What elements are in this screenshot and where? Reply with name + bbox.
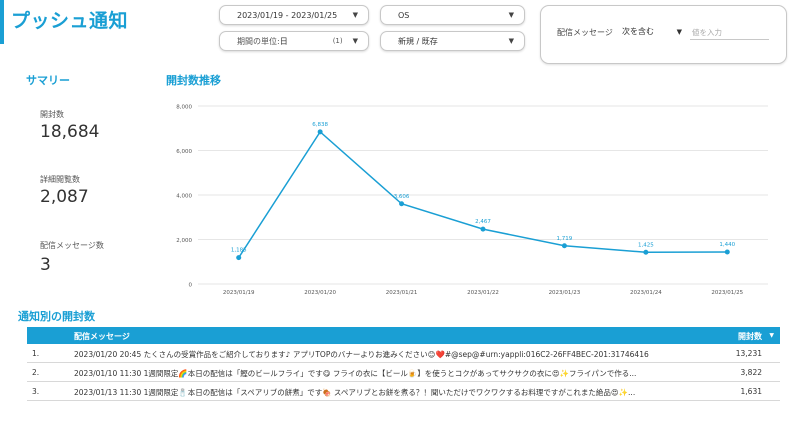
dropdown-arrow-icon: ▼ — [676, 27, 682, 36]
x-tick-label: 2023/01/24 — [630, 290, 662, 296]
chart-title: 開封数推移 — [166, 74, 221, 87]
row-message: 2023/01/13 11:30 1週間限定🧂本日の配信は「スペアリブの餅煮」で… — [74, 388, 636, 397]
kpi-value-detail-views: 2,087 — [40, 187, 89, 207]
data-point — [399, 201, 405, 207]
data-label: 1,185 — [231, 248, 247, 254]
table-row[interactable]: 1. 2023/01/20 20:45 たくさんの受賞作品をご紹介しております♪… — [27, 344, 780, 363]
row-count: 13,231 — [735, 349, 762, 358]
table-row[interactable]: 2. 2023/01/10 11:30 1週間限定🌈本日の配信は「鰹のビールフラ… — [27, 363, 780, 382]
kpi-label-message-count: 配信メッセージ数 — [40, 241, 104, 250]
x-tick-label: 2023/01/25 — [711, 290, 743, 296]
row-number: 3. — [32, 387, 40, 396]
period-unit-label: 期間の単位: — [237, 36, 280, 46]
data-label: 3,606 — [394, 194, 410, 200]
y-tick-label: 4,000 — [176, 194, 192, 200]
message-condition-select[interactable]: 次を含む ▼ — [622, 24, 682, 39]
row-message: 2023/01/20 20:45 たくさんの受賞作品をご紹介しております♪ アプ… — [74, 350, 649, 359]
table-header: 配信メッセージ 開封数 ▼ — [27, 327, 780, 344]
os-dropdown[interactable]: OS ▼ — [380, 5, 525, 25]
data-label: 1,425 — [638, 242, 654, 248]
os-value: OS — [398, 10, 410, 20]
kpi-label-opens: 開封数 — [40, 110, 64, 119]
summary-title: サマリー — [26, 74, 70, 87]
notification-table: 配信メッセージ 開封数 ▼ 1. 2023/01/20 20:45 たくさんの受… — [27, 327, 780, 401]
kpi-value-message-count: 3 — [40, 255, 51, 275]
data-point — [643, 249, 649, 255]
dropdown-arrow-icon: ▼ — [352, 11, 358, 19]
x-tick-label: 2023/01/19 — [223, 290, 255, 296]
data-point — [724, 249, 730, 255]
table-row[interactable]: 3. 2023/01/13 11:30 1週間限定🧂本日の配信は「スペアリブの餅… — [27, 382, 780, 401]
row-count: 3,822 — [740, 368, 762, 377]
dropdown-arrow-icon: ▼ — [508, 11, 514, 19]
data-label: 1,440 — [719, 242, 735, 248]
data-point — [236, 255, 242, 261]
kpi-label-detail-views: 詳細閲覧数 — [40, 175, 80, 184]
y-tick-label: 2,000 — [176, 238, 192, 244]
page-title: プッシュ通知 — [11, 10, 129, 32]
x-tick-label: 2023/01/21 — [386, 290, 418, 296]
data-label: 2,467 — [475, 219, 491, 225]
message-filter-label: 配信メッセージ — [557, 28, 613, 37]
header-message[interactable]: 配信メッセージ — [74, 332, 130, 341]
data-point — [561, 243, 567, 249]
data-point — [480, 226, 486, 232]
new-existing-dropdown[interactable]: 新規 / 既存 ▼ — [380, 31, 525, 51]
y-tick-label: 0 — [189, 283, 193, 289]
period-unit-count: (1) — [332, 37, 343, 45]
row-number: 1. — [32, 349, 40, 358]
title-accent-bar — [0, 0, 4, 44]
y-tick-label: 8,000 — [176, 105, 192, 111]
table-title: 通知別の開封数 — [18, 310, 95, 323]
data-point — [317, 129, 323, 135]
message-filter-panel: 配信メッセージ 次を含む ▼ 値を入力 — [540, 5, 787, 64]
message-condition-value: 次を含む — [622, 27, 654, 36]
opens-line-chart: 0 2,000 4,000 6,000 8,000 2023/01/19 2023/01/2… — [176, 105, 768, 296]
period-unit-value: 日 — [279, 36, 288, 46]
new-existing-value: 新規 / 既存 — [398, 36, 438, 46]
dropdown-arrow-icon: ▼ — [352, 37, 358, 45]
date-range-selector[interactable]: 2023/01/19 - 2023/01/25 ▼ — [219, 5, 369, 25]
y-tick-label: 6,000 — [176, 149, 192, 155]
message-filter-input[interactable]: 値を入力 — [690, 22, 769, 40]
data-label: 1,719 — [557, 236, 573, 242]
period-unit-dropdown[interactable]: 期間の単位: 日 (1) ▼ — [219, 31, 369, 51]
row-message: 2023/01/10 11:30 1週間限定🌈本日の配信は「鰹のビールフライ」で… — [74, 369, 637, 378]
dropdown-arrow-icon: ▼ — [508, 37, 514, 45]
x-tick-label: 2023/01/22 — [467, 290, 499, 296]
kpi-value-opens: 18,684 — [40, 122, 100, 142]
x-tick-label: 2023/01/23 — [549, 290, 581, 296]
row-number: 2. — [32, 368, 40, 377]
x-tick-label: 2023/01/20 — [304, 290, 336, 296]
row-count: 1,631 — [740, 387, 762, 396]
sort-desc-icon[interactable]: ▼ — [769, 332, 774, 339]
header-count[interactable]: 開封数 — [738, 332, 762, 341]
date-range-value: 2023/01/19 - 2023/01/25 — [237, 10, 338, 20]
data-label: 6,838 — [312, 122, 328, 128]
